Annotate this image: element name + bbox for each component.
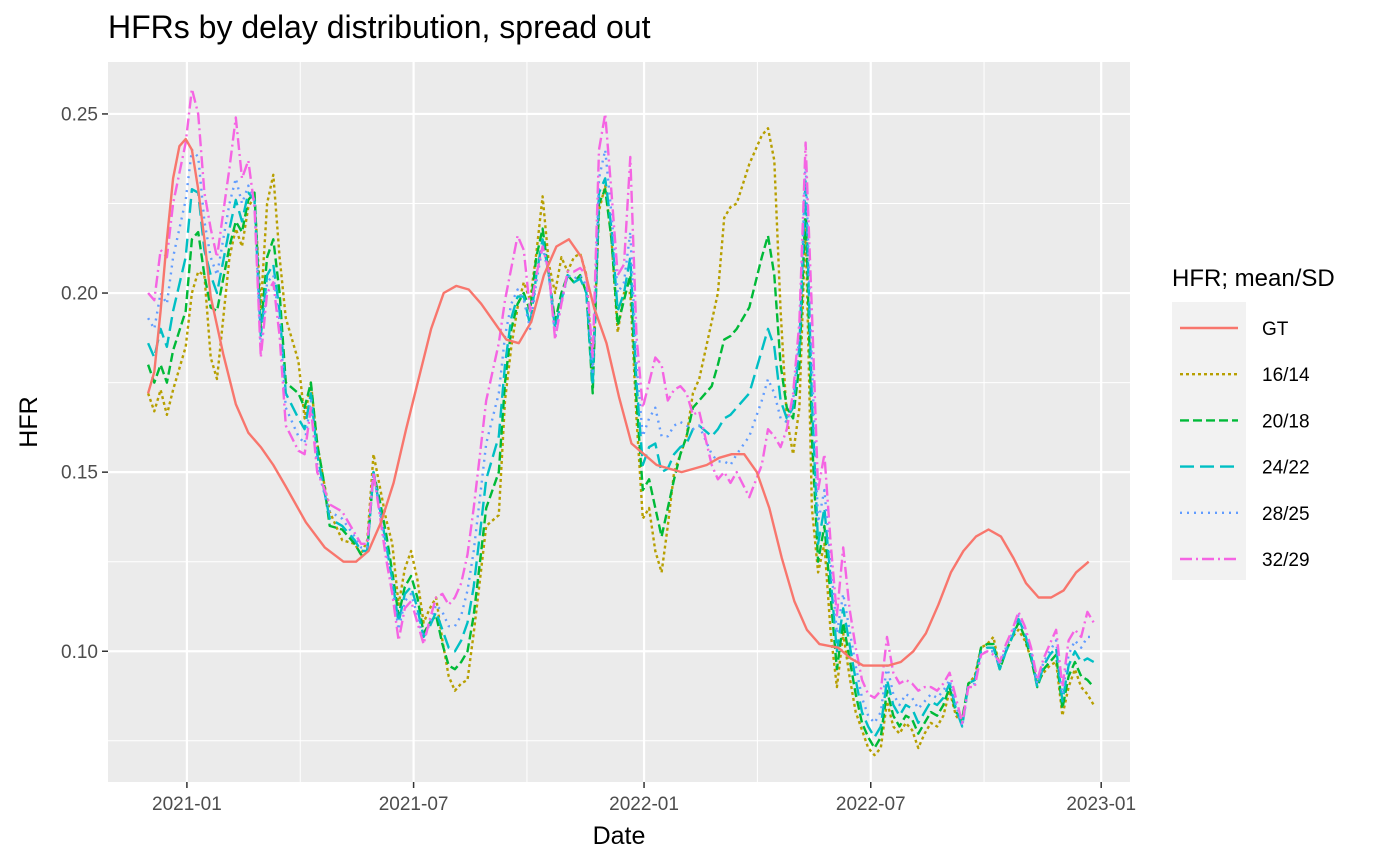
x-tick-label: 2021-07 <box>379 794 449 815</box>
legend-label: 32/29 <box>1262 550 1310 571</box>
legend-label: 16/14 <box>1262 365 1310 386</box>
series-line-32-29 <box>147 87 1095 725</box>
legend-title: HFR; mean/SD <box>1172 265 1335 292</box>
x-tick-label: 2022-01 <box>609 794 679 815</box>
y-tick-label: 0.15 <box>61 463 98 484</box>
series-layer <box>146 87 1095 757</box>
y-axis: 0.10 0.15 0.20 0.25 <box>61 104 108 663</box>
legend: HFR; mean/SD GT 16/14 20/18 24/22 28/25 32/29 <box>1172 265 1335 580</box>
x-tick-label: 2023-01 <box>1066 794 1136 815</box>
legend-label: 28/25 <box>1262 504 1310 525</box>
legend-label: 24/22 <box>1262 458 1310 479</box>
legend-label: GT <box>1262 319 1289 340</box>
plot-panel <box>108 62 1130 782</box>
y-tick-label: 0.20 <box>61 284 98 305</box>
y-axis-title: HFR <box>15 396 43 447</box>
x-axis-title: Date <box>593 822 646 850</box>
legend-label: 20/18 <box>1262 411 1310 432</box>
x-tick-label: 2022-07 <box>836 794 906 815</box>
series-line-gt <box>146 137 1090 667</box>
legend-key-background <box>1172 302 1246 580</box>
x-axis: 2021-01 2021-07 2022-01 2022-07 2023-01 <box>152 782 1136 815</box>
series-line-24-22 <box>146 177 1095 739</box>
series-line-20-18 <box>146 188 1095 750</box>
y-tick-label: 0.25 <box>61 104 98 125</box>
y-tick-label: 0.10 <box>61 642 98 663</box>
x-tick-label: 2021-01 <box>152 794 222 815</box>
chart-title: HFRs by delay distribution, spread out <box>108 9 651 45</box>
minor-grid <box>108 62 1130 782</box>
